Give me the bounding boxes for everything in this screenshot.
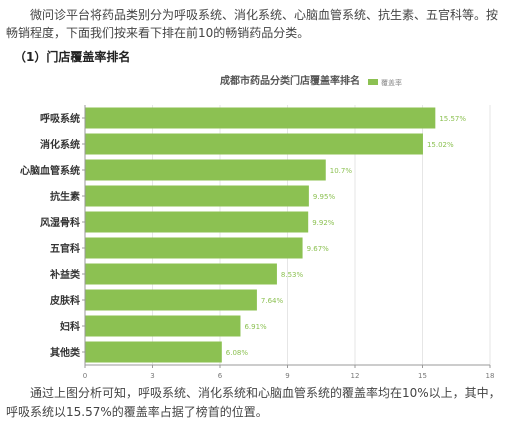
bar	[85, 341, 222, 363]
category-label: 五官科	[50, 242, 80, 255]
bar	[85, 185, 309, 207]
data-label: 15.57%	[439, 115, 466, 123]
chart-title: 成都市药品分类门店覆盖率排名	[220, 74, 360, 87]
x-tick-label: 0	[83, 372, 87, 380]
data-label: 15.02%	[427, 141, 454, 149]
x-tick-label: 15	[418, 372, 427, 380]
bar	[85, 289, 257, 311]
category-label: 补益类	[49, 268, 80, 281]
category-label: 其他类	[50, 346, 80, 359]
bar	[85, 315, 241, 337]
data-label: 9.95%	[313, 193, 336, 201]
category-label: 皮肤科	[49, 294, 80, 307]
bar	[85, 159, 326, 181]
category-label: 呼吸系统	[40, 112, 80, 125]
section-title: （1）门店覆盖率排名	[14, 50, 131, 64]
data-label: 7.64%	[261, 297, 284, 305]
legend-swatch	[368, 79, 378, 85]
chart-container: 成都市药品分类门店覆盖率排名 覆盖率 15.57% 15.02% 10.7% 9.95…	[0, 70, 509, 390]
bar	[85, 237, 303, 259]
x-tick-label: 6	[218, 372, 223, 380]
category-label: 抗生素	[50, 190, 80, 203]
data-label: 9.92%	[312, 219, 335, 227]
category-label: 消化系统	[40, 138, 80, 151]
x-tick-label: 18	[486, 372, 495, 380]
data-label: 6.08%	[226, 349, 249, 357]
conclusion-paragraph: 通过上图分析可知，呼吸系统、消化系统和心脑血管系统的覆盖率均在10%以上，其中，…	[6, 386, 501, 419]
category-label: 风湿骨科	[40, 216, 80, 229]
data-label: 9.67%	[307, 245, 330, 253]
bar	[85, 263, 277, 285]
bar	[85, 107, 436, 129]
category-label: 妇科	[59, 320, 80, 333]
intro-paragraph: 微问诊平台将药品类别分为呼吸系统、消化系统、心脑血管系统、抗生素、五官科等。按畅…	[6, 8, 499, 40]
x-tick-label: 9	[285, 372, 289, 380]
bar-chart: 成都市药品分类门店覆盖率排名 覆盖率 15.57% 15.02% 10.7% 9.95…	[20, 74, 495, 380]
data-label: 10.7%	[330, 167, 353, 175]
x-tick-label: 12	[351, 372, 360, 380]
category-label: 心脑血管系统	[20, 164, 80, 177]
data-label: 6.91%	[244, 323, 267, 331]
legend-label: 覆盖率	[381, 78, 402, 87]
x-tick-label: 3	[150, 372, 154, 380]
bar	[85, 211, 309, 233]
bar	[85, 133, 423, 155]
data-label: 8.53%	[281, 271, 304, 279]
